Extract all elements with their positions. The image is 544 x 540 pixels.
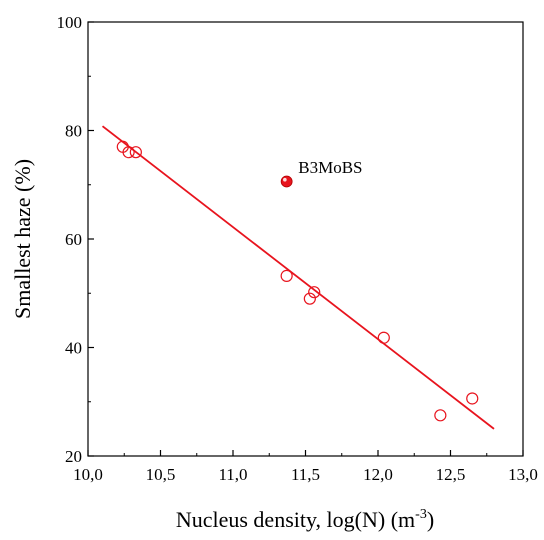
fit-line-group xyxy=(101,125,495,430)
x-tick-label: 10,0 xyxy=(73,465,103,484)
y-axis-title: Smallest haze (%) xyxy=(10,159,35,319)
y-tick-label: 40 xyxy=(65,339,82,358)
annotations: B3MoBS xyxy=(298,158,362,177)
x-axis-title: Nucleus density, log(N) (m-3) xyxy=(176,507,434,532)
x-tick-label: 10,5 xyxy=(146,465,176,484)
data-point-open xyxy=(466,392,479,405)
y-tick-label: 60 xyxy=(65,230,82,249)
x-tick-label: 11,5 xyxy=(291,465,320,484)
data-point-highlight xyxy=(283,177,287,182)
data-point-open xyxy=(377,331,390,344)
data-point-open xyxy=(129,146,142,159)
y-tick-label: 20 xyxy=(65,447,82,466)
x-tick-label: 12,0 xyxy=(363,465,393,484)
y-tick-label: 80 xyxy=(65,122,82,141)
annotation-label: B3MoBS xyxy=(298,158,362,177)
data-point-filled xyxy=(280,175,293,188)
data-point-open xyxy=(122,146,135,159)
data-point-open xyxy=(280,269,293,282)
x-axis-title-superscript: -3 xyxy=(415,507,427,522)
x-tick-label: 11,0 xyxy=(218,465,247,484)
data-point-open xyxy=(303,292,316,305)
y-tick-label: 100 xyxy=(57,13,83,32)
data-point-open xyxy=(308,286,321,299)
x-axis-ticks: 10,0 10,5 11,0 11,5 12,0 12,5 13,0 xyxy=(73,450,538,484)
x-tick-label: 12,5 xyxy=(436,465,466,484)
x-tick-label: 13,0 xyxy=(508,465,538,484)
data-point-open xyxy=(434,409,447,422)
fit-line xyxy=(101,125,495,430)
data-points xyxy=(116,140,479,422)
y-axis-ticks: 20 40 60 80 100 xyxy=(57,13,94,466)
plot-frame xyxy=(87,21,524,457)
